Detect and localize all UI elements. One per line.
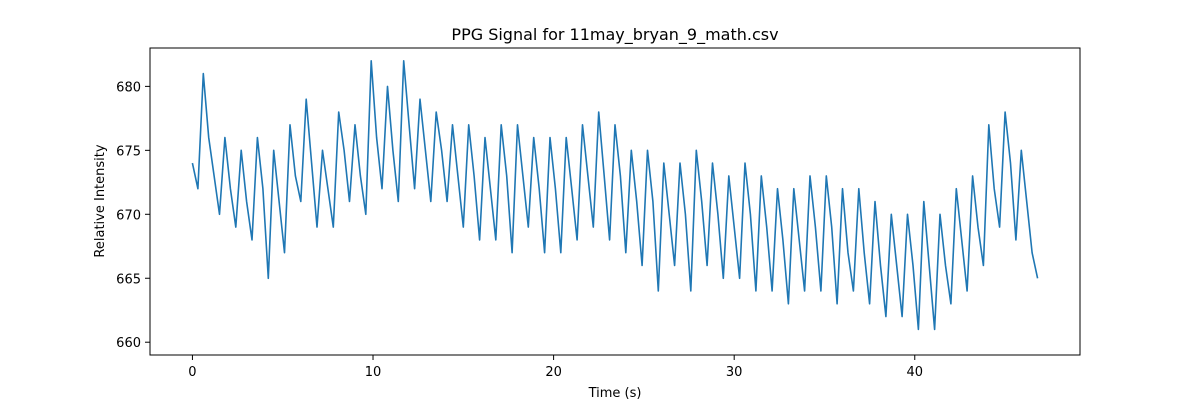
y-axis-label: Relative Intensity xyxy=(93,144,108,257)
x-tick-label: 30 xyxy=(726,365,743,380)
x-axis: 0 10 20 30 40 xyxy=(188,355,923,380)
y-tick-label: 665 xyxy=(116,272,141,287)
x-tick-label: 10 xyxy=(365,365,382,380)
x-tick-label: 40 xyxy=(906,365,923,380)
y-axis: 660 665 670 675 680 xyxy=(116,80,150,351)
axes-frame xyxy=(149,47,1081,356)
ppg-signal-line xyxy=(191,60,1039,331)
x-tick-label: 0 xyxy=(188,365,196,380)
y-tick-label: 680 xyxy=(116,80,141,95)
x-axis-label: Time (s) xyxy=(588,386,642,400)
y-tick-label: 675 xyxy=(116,144,141,159)
chart-title: PPG Signal for 11may_bryan_9_math.csv xyxy=(451,25,778,45)
plot-area xyxy=(149,47,1081,356)
y-tick-label: 660 xyxy=(116,336,141,351)
x-tick-label: 20 xyxy=(545,365,562,380)
y-tick-label: 670 xyxy=(116,208,141,223)
